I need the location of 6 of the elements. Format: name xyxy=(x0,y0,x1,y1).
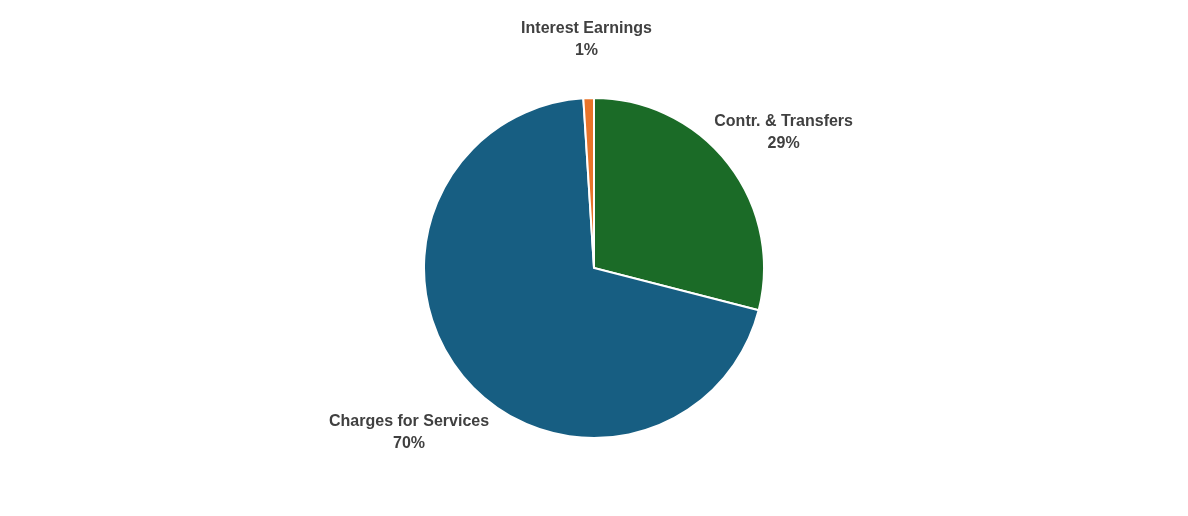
data-label: 1% xyxy=(574,41,599,59)
slice-label: Contr. & Transfers xyxy=(714,111,854,129)
data-label: 29% xyxy=(767,133,800,151)
slice-label: Charges for Services xyxy=(329,411,490,429)
slice-label: Interest Earnings xyxy=(521,19,652,37)
data-label: 70% xyxy=(393,433,426,451)
